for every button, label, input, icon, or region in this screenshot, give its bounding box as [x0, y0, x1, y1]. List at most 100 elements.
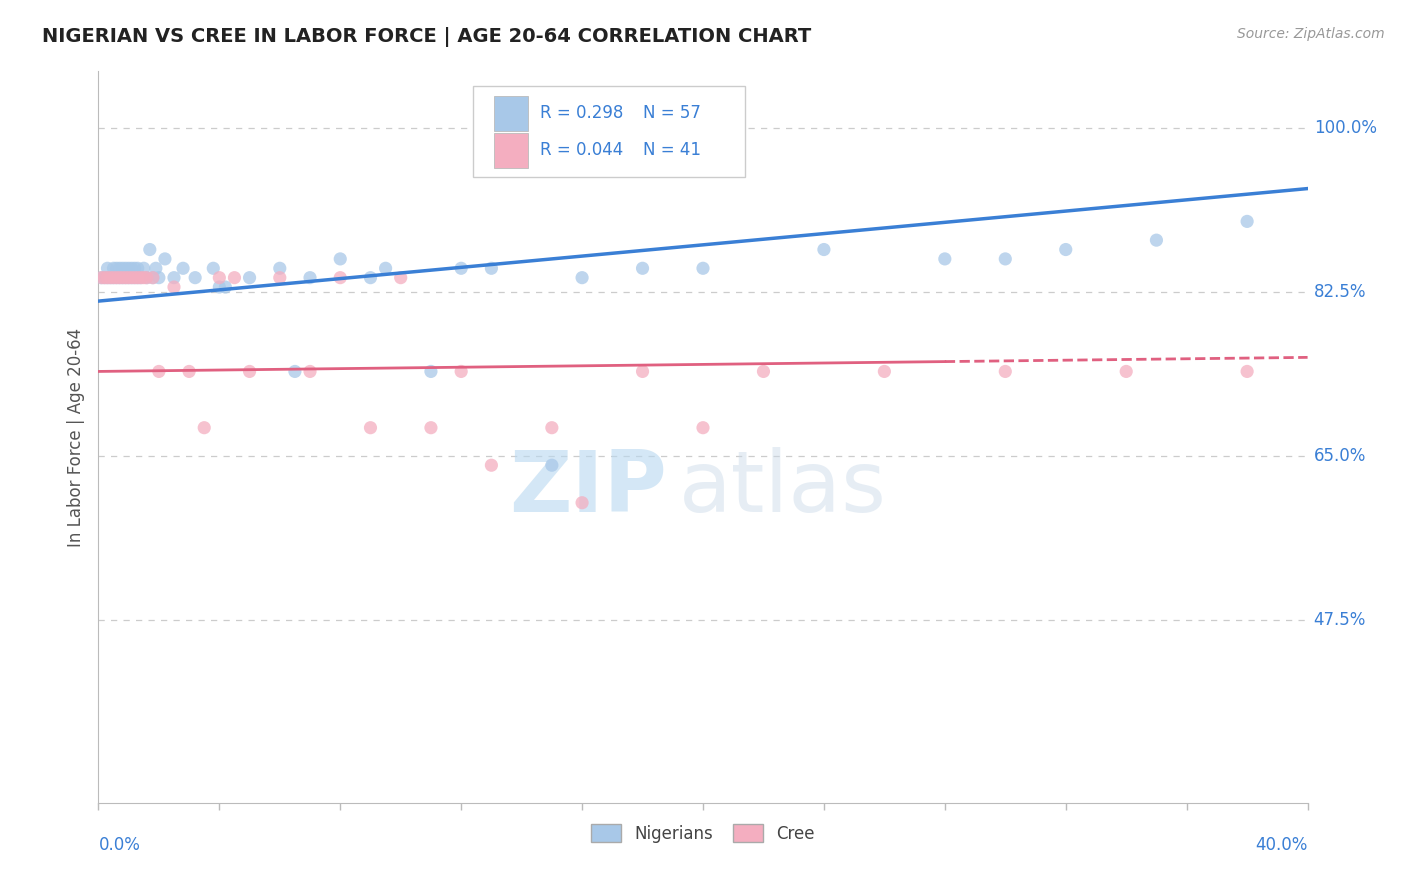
Point [118, 270, 141, 285]
Point [93, 270, 115, 285]
Point [163, 280, 186, 294]
Point [129, 270, 152, 285]
Point [111, 261, 134, 276]
Point [1144, 233, 1167, 247]
Point [142, 270, 165, 285]
Point [108, 270, 131, 285]
Point [114, 261, 136, 276]
FancyBboxPatch shape [494, 95, 527, 131]
Point [202, 261, 225, 276]
Point [873, 364, 896, 378]
Point [124, 261, 146, 276]
FancyBboxPatch shape [474, 86, 745, 178]
Point [420, 420, 443, 434]
Text: 100.0%: 100.0% [1313, 119, 1376, 136]
Point [135, 270, 157, 285]
Text: R = 0.298: R = 0.298 [540, 104, 623, 122]
Point [994, 364, 1017, 378]
Point [239, 270, 262, 285]
Point [103, 270, 125, 285]
Point [139, 243, 162, 257]
Point [571, 496, 593, 510]
Point [450, 261, 472, 276]
Text: 47.5%: 47.5% [1313, 611, 1367, 629]
Point [108, 270, 131, 285]
Point [108, 261, 131, 276]
Text: R = 0.044: R = 0.044 [540, 141, 623, 159]
Point [114, 270, 136, 285]
Point [121, 261, 143, 276]
Point [172, 261, 194, 276]
Point [148, 270, 170, 285]
Point [752, 364, 775, 378]
Point [224, 270, 246, 285]
Point [124, 270, 146, 285]
Point [96, 261, 118, 276]
Point [111, 270, 134, 285]
Point [100, 270, 122, 285]
Point [184, 270, 207, 285]
Point [269, 261, 291, 276]
Point [994, 252, 1017, 266]
Point [145, 261, 167, 276]
Point [93, 270, 115, 285]
Text: atlas: atlas [679, 447, 887, 530]
Point [121, 270, 143, 285]
Text: N = 41: N = 41 [643, 141, 700, 159]
Point [135, 270, 157, 285]
Point [692, 420, 714, 434]
Point [118, 270, 141, 285]
Point [179, 364, 201, 378]
FancyBboxPatch shape [494, 133, 527, 168]
Point [118, 261, 141, 276]
Text: 40.0%: 40.0% [1256, 836, 1308, 854]
Point [813, 243, 835, 257]
Point [121, 270, 143, 285]
Point [103, 261, 125, 276]
Text: ZIP: ZIP [509, 447, 666, 530]
Point [631, 364, 654, 378]
Point [299, 364, 322, 378]
Point [934, 252, 956, 266]
Point [148, 364, 170, 378]
Point [132, 261, 155, 276]
Point [1236, 214, 1258, 228]
Point [481, 458, 503, 473]
Point [127, 270, 149, 285]
Point [96, 270, 118, 285]
Point [208, 270, 231, 285]
Point [420, 364, 443, 378]
Point [127, 270, 149, 285]
Point [90, 270, 112, 285]
Legend: Nigerians, Cree: Nigerians, Cree [585, 818, 821, 849]
Point [114, 270, 136, 285]
Point [239, 364, 262, 378]
Text: 65.0%: 65.0% [1313, 447, 1367, 465]
Y-axis label: In Labor Force | Age 20-64: In Labor Force | Age 20-64 [66, 327, 84, 547]
Point [132, 270, 155, 285]
Text: 0.0%: 0.0% [98, 836, 141, 854]
Point [111, 270, 134, 285]
Point [127, 261, 149, 276]
Point [103, 270, 125, 285]
Point [299, 270, 322, 285]
Point [692, 261, 714, 276]
Point [571, 270, 593, 285]
Text: NIGERIAN VS CREE IN LABOR FORCE | AGE 20-64 CORRELATION CHART: NIGERIAN VS CREE IN LABOR FORCE | AGE 20… [42, 27, 811, 46]
Point [360, 270, 382, 285]
Point [90, 270, 112, 285]
Point [142, 270, 165, 285]
Point [540, 458, 562, 473]
Text: N = 57: N = 57 [643, 104, 700, 122]
Point [208, 280, 231, 294]
Point [193, 420, 215, 434]
Point [481, 261, 503, 276]
Point [1054, 243, 1077, 257]
Point [100, 270, 122, 285]
Text: 82.5%: 82.5% [1313, 283, 1367, 301]
Point [214, 280, 236, 294]
Point [105, 261, 128, 276]
Point [124, 270, 146, 285]
Point [284, 364, 307, 378]
Point [450, 364, 472, 378]
